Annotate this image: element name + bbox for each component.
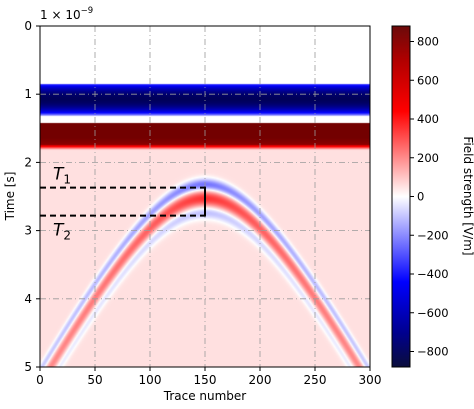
colorbar-tick-label: −600 xyxy=(417,306,449,320)
y-tick-label: 4 xyxy=(24,292,32,306)
x-axis-ticks: 0 50 100 150 200 250 300 xyxy=(36,367,381,387)
annotation-label-subscript: 1 xyxy=(63,173,71,187)
y-tick-label: 3 xyxy=(24,224,32,238)
colorbar-tick-label: 200 xyxy=(417,151,439,165)
colorbar-gradient xyxy=(391,25,411,368)
grid-lines xyxy=(40,26,370,367)
x-tick-label: 100 xyxy=(139,373,162,387)
x-tick-label: 200 xyxy=(249,373,272,387)
x-tick-label: 0 xyxy=(36,373,44,387)
x-tick-label: 250 xyxy=(304,373,327,387)
y-tick-label: 1 xyxy=(24,87,32,101)
annotation-label: T1 xyxy=(53,165,71,187)
y-tick-label: 0 xyxy=(24,19,32,33)
annotation-bracket xyxy=(40,186,206,217)
annotation-label-subscript: 2 xyxy=(63,229,71,243)
colorbar-tick-label: 800 xyxy=(417,35,439,49)
annotation-label: T2 xyxy=(53,221,71,243)
y-tick-label: 2 xyxy=(24,155,32,169)
annotation-label-main: T xyxy=(53,221,65,241)
y-axis-label: Time [s] xyxy=(3,172,17,222)
x-tick-label: 300 xyxy=(359,373,382,387)
colorbar-tick-label: −400 xyxy=(417,267,449,281)
colorbar-tick-label: −800 xyxy=(417,345,449,359)
x-axis-label: Trace number xyxy=(163,389,247,403)
y-offset-base: 1 × 10 xyxy=(40,8,81,22)
x-tick-label: 150 xyxy=(194,373,217,387)
colorbar-label: Field strength [V/m] xyxy=(461,136,474,255)
y-offset-text: 1 × 10−9 xyxy=(40,6,93,22)
colorbar: 800 600 400 200 0 −200 −400 −600 −800 Field stre… xyxy=(391,25,474,368)
colorbar-ticks: 800 600 400 200 0 −200 −400 −600 −800 xyxy=(410,35,449,359)
colorbar-tick-label: 600 xyxy=(417,73,439,87)
y-axis-ticks: 0 1 2 3 4 5 xyxy=(24,19,40,374)
plot-area xyxy=(39,25,371,368)
x-tick-label: 50 xyxy=(87,373,102,387)
colorbar-tick-label: 400 xyxy=(417,112,439,126)
colorbar-tick-label: −200 xyxy=(417,228,449,242)
y-offset-exponent: −9 xyxy=(81,6,94,16)
annotation-label-main: T xyxy=(53,165,65,185)
y-tick-label: 5 xyxy=(24,360,32,374)
colorbar-tick-label: 0 xyxy=(417,190,424,204)
